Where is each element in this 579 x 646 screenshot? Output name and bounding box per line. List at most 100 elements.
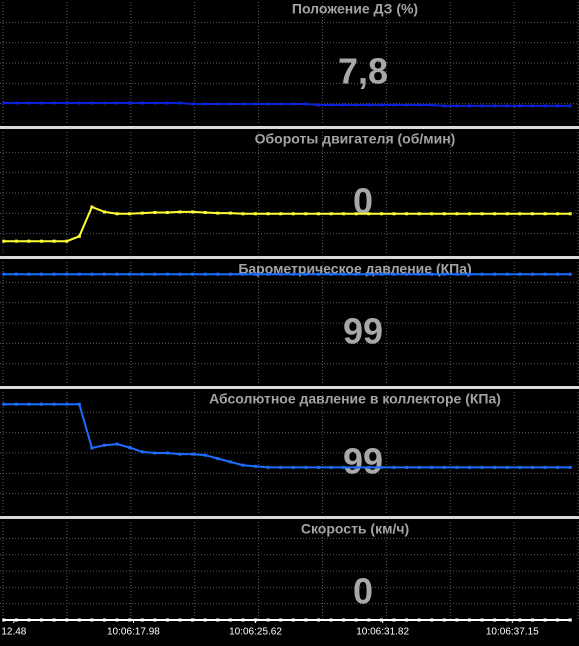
data-point xyxy=(254,272,258,276)
data-point xyxy=(568,212,572,216)
data-point xyxy=(279,618,283,622)
data-point xyxy=(2,101,6,105)
data-point xyxy=(367,618,371,622)
data-point xyxy=(467,618,471,622)
x-tick-label: 10:06:17.98 xyxy=(107,627,160,638)
data-point xyxy=(216,618,220,622)
data-point xyxy=(379,212,383,216)
data-point xyxy=(518,465,522,469)
data-point xyxy=(518,272,522,276)
current-value: 0 xyxy=(353,181,373,222)
data-point xyxy=(568,272,572,276)
data-point xyxy=(530,465,534,469)
data-point xyxy=(77,402,81,406)
data-point xyxy=(304,272,308,276)
data-point xyxy=(153,451,157,455)
data-point xyxy=(467,465,471,469)
data-point xyxy=(178,452,182,456)
data-point xyxy=(266,272,270,276)
data-point xyxy=(140,101,144,105)
data-point xyxy=(467,104,471,108)
data-point xyxy=(518,212,522,216)
data-point xyxy=(342,212,346,216)
data-point xyxy=(241,212,245,216)
data-point xyxy=(65,618,69,622)
data-point xyxy=(90,205,94,209)
data-point xyxy=(354,272,358,276)
data-point xyxy=(115,442,119,446)
data-point xyxy=(480,272,484,276)
data-point xyxy=(455,618,459,622)
data-point xyxy=(455,212,459,216)
data-point xyxy=(543,212,547,216)
data-point xyxy=(153,101,157,105)
data-point xyxy=(392,272,396,276)
data-point xyxy=(480,104,484,108)
data-point xyxy=(556,104,560,108)
data-point xyxy=(442,618,446,622)
data-point xyxy=(191,452,195,456)
data-point xyxy=(165,618,169,622)
data-point xyxy=(40,618,44,622)
data-point xyxy=(102,101,106,105)
data-point xyxy=(405,618,409,622)
data-point xyxy=(342,618,346,622)
data-point xyxy=(493,212,497,216)
data-point xyxy=(568,104,572,108)
data-point xyxy=(455,465,459,469)
data-point xyxy=(442,212,446,216)
data-point xyxy=(354,618,358,622)
panel-title: Обороты двигателя (об/мин) xyxy=(255,131,456,147)
data-point xyxy=(140,450,144,454)
data-point xyxy=(14,402,18,406)
data-point xyxy=(52,402,56,406)
data-point xyxy=(266,212,270,216)
data-point xyxy=(216,272,220,276)
data-point xyxy=(291,618,295,622)
data-point xyxy=(228,272,232,276)
data-point xyxy=(367,212,371,216)
data-point xyxy=(77,234,81,238)
data-point xyxy=(128,101,132,105)
data-point xyxy=(77,272,81,276)
data-point xyxy=(178,618,182,622)
data-point xyxy=(430,272,434,276)
data-point xyxy=(304,618,308,622)
data-point xyxy=(140,618,144,622)
data-point xyxy=(165,211,169,215)
data-point xyxy=(228,618,232,622)
data-point xyxy=(65,402,69,406)
data-point xyxy=(543,465,547,469)
data-point xyxy=(316,272,320,276)
panel-title: Абсолютное давление в коллекторе (КПа) xyxy=(209,391,501,407)
data-point xyxy=(556,465,560,469)
data-point xyxy=(115,272,119,276)
data-point xyxy=(52,239,56,243)
data-point xyxy=(40,239,44,243)
data-point xyxy=(241,272,245,276)
data-point xyxy=(2,272,6,276)
data-point xyxy=(493,465,497,469)
data-point xyxy=(128,272,132,276)
data-point xyxy=(178,101,182,105)
data-point xyxy=(65,101,69,105)
data-point xyxy=(27,618,31,622)
data-point xyxy=(493,272,497,276)
current-value: 0 xyxy=(353,571,373,612)
data-point xyxy=(228,460,232,464)
data-point xyxy=(191,102,195,106)
data-point xyxy=(241,102,245,106)
data-point xyxy=(102,443,106,447)
data-point xyxy=(304,465,308,469)
panel-title: Барометрическое давление (КПа) xyxy=(238,261,471,277)
data-point xyxy=(493,618,497,622)
data-point xyxy=(52,101,56,105)
data-point xyxy=(342,103,346,107)
data-point xyxy=(291,465,295,469)
data-point xyxy=(102,618,106,622)
data-point xyxy=(543,618,547,622)
data-point xyxy=(115,212,119,216)
data-point xyxy=(342,465,346,469)
data-point xyxy=(354,103,358,107)
